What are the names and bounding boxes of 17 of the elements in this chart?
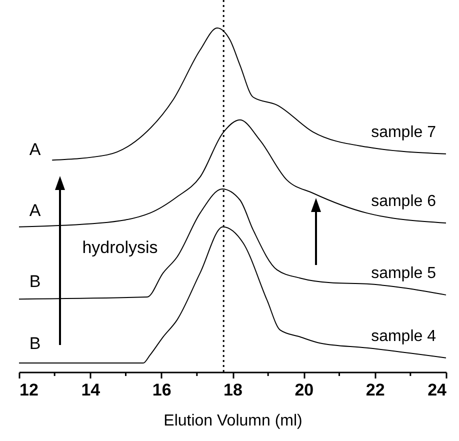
- x-axis-title: Elution Volumn (ml): [164, 412, 302, 430]
- annotation: B: [29, 272, 41, 291]
- x-tick-label: 24: [428, 380, 448, 400]
- x-tick-label: 20: [294, 380, 314, 400]
- x-tick-label: 18: [224, 380, 242, 400]
- series-label: sample 7: [371, 124, 436, 141]
- x-tick-label: 22: [366, 380, 385, 400]
- series-label: sample 5: [371, 264, 436, 282]
- series-label: sample 4: [371, 328, 436, 345]
- series-label: sample 6: [371, 193, 436, 210]
- annotation: A: [29, 201, 42, 220]
- annotation: A: [29, 140, 42, 159]
- annotation: B: [29, 334, 41, 353]
- x-tick-label: 14: [81, 380, 101, 400]
- x-tick-label: 16: [152, 380, 172, 400]
- annotation: hydrolysis: [82, 238, 158, 257]
- x-tick-label: 12: [20, 380, 38, 400]
